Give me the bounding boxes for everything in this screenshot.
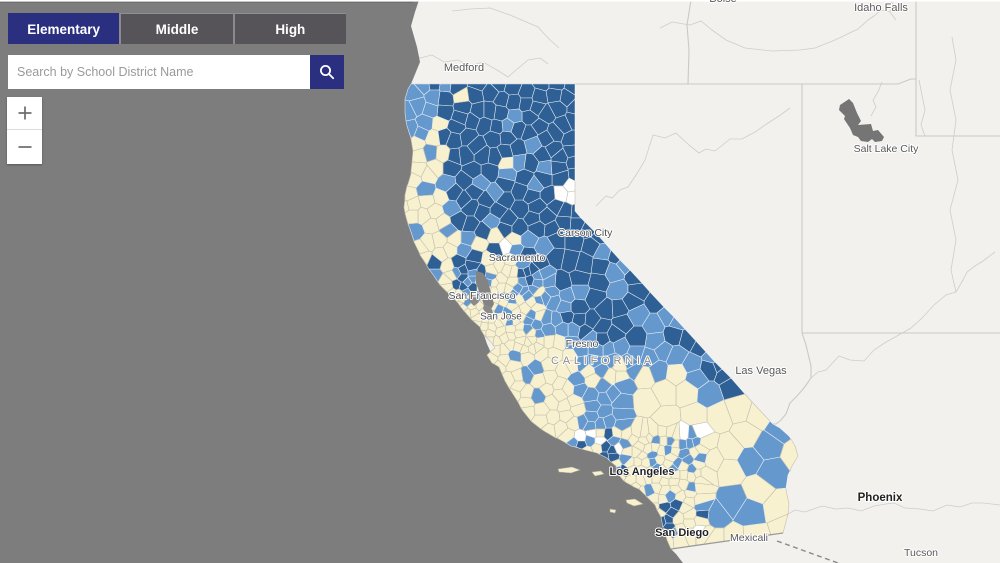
svg-text:San Diego: San Diego xyxy=(655,527,709,539)
svg-text:Boise: Boise xyxy=(709,0,737,5)
svg-text:Los Angeles: Los Angeles xyxy=(610,466,675,478)
svg-text:Tucson: Tucson xyxy=(904,547,938,559)
svg-text:Idaho Falls: Idaho Falls xyxy=(854,2,908,14)
svg-text:Mexicali: Mexicali xyxy=(730,532,768,544)
svg-text:Medford: Medford xyxy=(444,62,484,74)
svg-text:Phoenix: Phoenix xyxy=(858,492,903,504)
svg-text:Las Vegas: Las Vegas xyxy=(735,365,787,377)
svg-text:Fresno: Fresno xyxy=(566,338,599,350)
svg-text:Carson City: Carson City xyxy=(558,227,614,239)
svg-text:CALIFORNIA: CALIFORNIA xyxy=(551,355,655,367)
svg-text:San Francisco: San Francisco xyxy=(448,290,515,302)
svg-text:Salt Lake City: Salt Lake City xyxy=(854,143,920,155)
svg-text:San Jose: San Jose xyxy=(480,312,522,323)
svg-text:Sacramento: Sacramento xyxy=(489,252,546,264)
